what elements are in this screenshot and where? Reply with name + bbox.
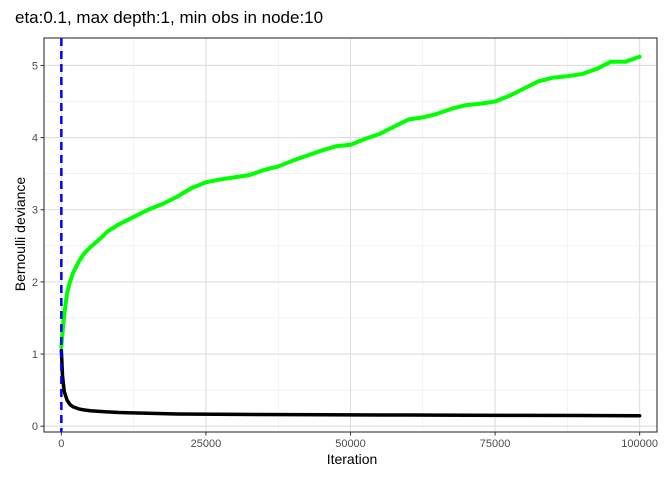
x-tick-label: 100000	[621, 438, 658, 450]
x-tick-label: 25000	[191, 438, 222, 450]
x-tick-label: 0	[58, 438, 64, 450]
y-tick-label: 1	[32, 349, 38, 361]
y-axis-title: Bernoulli deviance	[12, 177, 28, 292]
y-tick-label: 4	[32, 133, 38, 145]
y-tick-label: 5	[32, 60, 38, 72]
series-line-black	[59, 348, 642, 418]
y-tick-label: 3	[32, 205, 38, 217]
y-tick-label: 0	[32, 421, 38, 433]
y-tick-label: 2	[32, 277, 38, 289]
x-tick-label: 75000	[480, 438, 511, 450]
x-axis-title: Iteration	[327, 451, 378, 467]
chart-title: eta:0.1, max depth:1, min obs in node:10	[15, 8, 323, 27]
series-line-green	[59, 54, 642, 349]
x-tick-label: 50000	[335, 438, 366, 450]
plot-area: 0 25000 50000 75000 100000 0 1 2 3 4 5	[32, 37, 658, 450]
